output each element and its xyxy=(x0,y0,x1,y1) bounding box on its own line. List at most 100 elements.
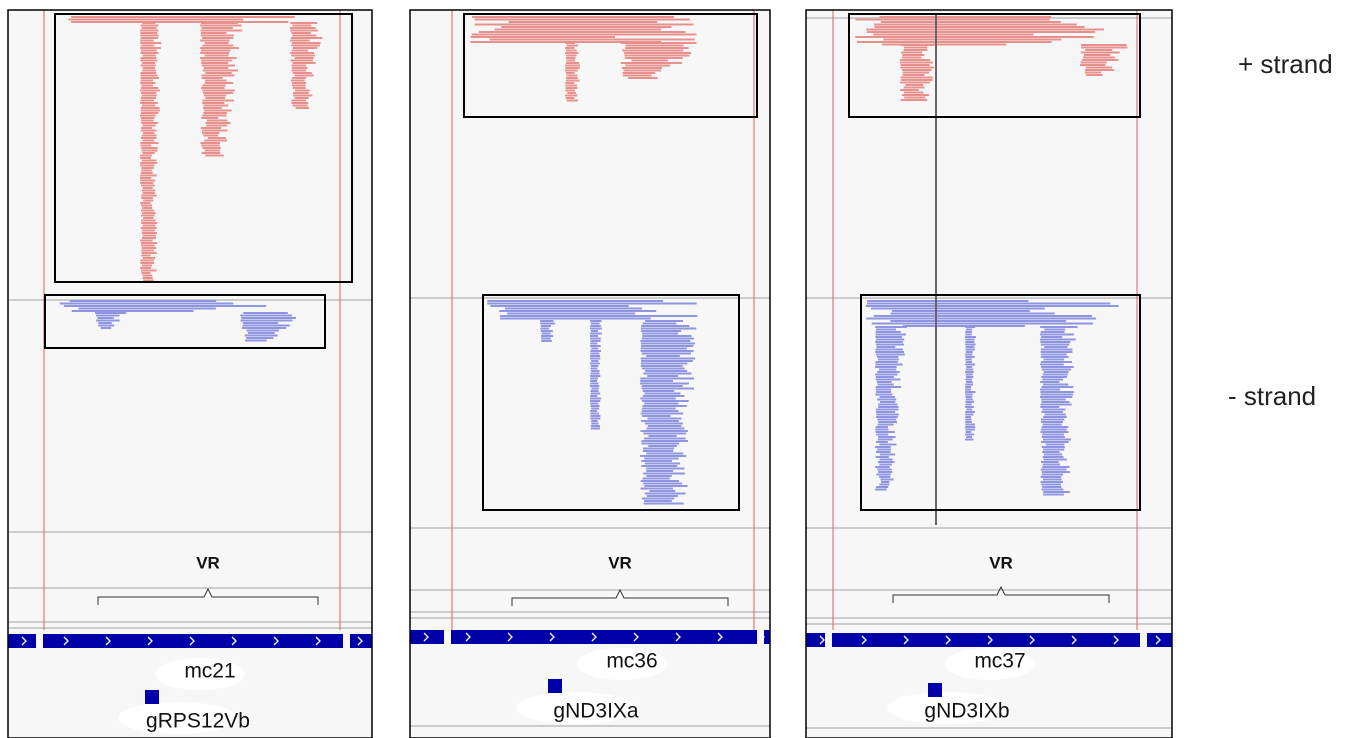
read xyxy=(141,110,160,112)
read xyxy=(140,42,161,44)
read xyxy=(471,36,616,38)
read xyxy=(1043,494,1064,496)
read xyxy=(643,450,673,452)
read xyxy=(472,16,674,18)
read xyxy=(200,52,229,54)
read xyxy=(1086,74,1102,76)
read xyxy=(1081,47,1127,49)
read xyxy=(202,77,223,79)
read xyxy=(1041,404,1072,406)
read xyxy=(591,428,600,430)
read xyxy=(591,330,598,332)
read xyxy=(902,54,924,56)
read xyxy=(201,127,221,129)
read xyxy=(293,47,317,49)
read xyxy=(500,315,697,317)
read xyxy=(141,100,154,102)
read xyxy=(625,47,688,49)
read xyxy=(142,70,156,72)
read xyxy=(965,421,971,423)
read xyxy=(290,22,317,24)
read xyxy=(141,252,156,254)
read xyxy=(878,424,894,426)
read xyxy=(644,458,678,460)
read xyxy=(565,42,574,44)
read xyxy=(140,142,158,144)
read xyxy=(900,64,929,66)
read xyxy=(591,323,600,325)
read xyxy=(1086,67,1112,69)
read xyxy=(291,80,305,82)
read xyxy=(904,92,923,94)
read xyxy=(640,455,686,457)
read xyxy=(141,120,154,122)
read xyxy=(1041,481,1063,483)
read xyxy=(642,335,691,337)
read xyxy=(141,80,154,82)
read xyxy=(648,418,682,420)
read xyxy=(207,120,228,122)
read xyxy=(966,431,972,433)
read xyxy=(591,370,600,372)
read xyxy=(591,348,598,350)
read xyxy=(141,85,153,87)
read xyxy=(98,317,114,319)
read xyxy=(641,480,679,482)
read xyxy=(876,389,891,391)
read xyxy=(242,327,286,329)
read xyxy=(291,37,322,39)
read xyxy=(1040,396,1072,398)
read xyxy=(202,115,226,117)
read xyxy=(141,97,156,99)
feature-gap xyxy=(343,633,350,649)
read xyxy=(641,345,693,347)
read xyxy=(292,25,311,27)
read xyxy=(98,322,112,324)
read xyxy=(295,97,309,99)
read xyxy=(142,247,156,249)
read xyxy=(295,57,314,59)
read xyxy=(1040,406,1059,408)
read xyxy=(590,325,600,327)
read xyxy=(902,94,929,96)
read xyxy=(141,107,160,109)
read xyxy=(293,87,306,89)
read xyxy=(623,75,652,77)
read xyxy=(641,343,695,345)
read xyxy=(641,330,681,332)
read xyxy=(246,337,273,339)
read xyxy=(877,371,900,373)
read xyxy=(640,340,690,342)
read xyxy=(641,348,687,350)
read xyxy=(501,26,671,28)
read xyxy=(292,70,307,72)
read xyxy=(141,195,156,197)
read xyxy=(878,439,893,441)
feature-bar xyxy=(8,634,372,648)
read xyxy=(140,162,157,164)
read xyxy=(291,60,313,62)
read xyxy=(641,325,689,327)
read xyxy=(876,409,899,411)
read xyxy=(292,35,316,37)
read xyxy=(1042,446,1065,448)
read xyxy=(200,142,220,144)
feature-gap xyxy=(444,629,451,645)
read xyxy=(876,391,891,393)
read xyxy=(855,19,1049,21)
read xyxy=(71,21,288,23)
read xyxy=(590,373,599,375)
read xyxy=(142,212,156,214)
read xyxy=(877,356,898,358)
read xyxy=(241,317,296,319)
read xyxy=(901,99,927,101)
read xyxy=(141,185,155,187)
read xyxy=(590,368,597,370)
read xyxy=(499,310,656,312)
read xyxy=(142,230,155,232)
read xyxy=(203,105,228,107)
read xyxy=(642,338,694,340)
read xyxy=(965,349,975,351)
read xyxy=(202,65,235,67)
read xyxy=(590,328,602,330)
